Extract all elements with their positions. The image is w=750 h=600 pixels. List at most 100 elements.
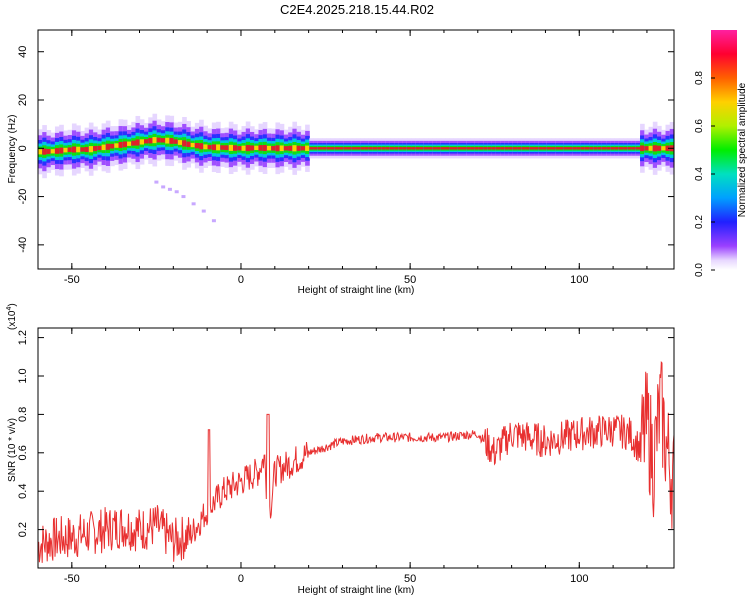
spectrogram-x-ticks: -50 0 50 100 <box>37 30 648 286</box>
snr-y-tick-label: 1.0 <box>17 368 29 383</box>
spectrogram-cell <box>457 147 463 150</box>
spectrogram-cell <box>122 141 128 148</box>
spectrogram-cell <box>262 145 268 152</box>
spectrogram-cell <box>453 147 459 150</box>
spectrogram-frame <box>37 29 675 270</box>
colorbar-tick-label: 0.8 <box>694 71 705 85</box>
snr-panel: -50 0 50 100 0.2 0.4 0.6 0.8 1.0 1.2 Height of s… <box>6 303 675 596</box>
spectrogram-cell <box>661 146 666 151</box>
spectrogram-cell <box>216 144 221 151</box>
spectrogram-cell <box>203 144 208 150</box>
spectrogram-scatter-cell <box>167 187 172 191</box>
spectrogram-cell <box>266 145 272 151</box>
colorbar-tick-label: 0.2 <box>694 215 705 229</box>
spectrogram-cell <box>343 147 348 150</box>
spectrogram-cell <box>283 146 289 151</box>
snr-frame <box>37 327 675 569</box>
snr-y-axis-label: SNR (10 * v/v) <box>7 418 18 482</box>
spectrogram-cell <box>118 141 124 148</box>
spectrogram-cell <box>245 145 251 152</box>
snr-x-tick-label: -50 <box>64 573 80 585</box>
spectrogram-scatter-cell <box>174 190 179 194</box>
spectrogram-cell <box>534 147 539 150</box>
snr-y-multiplier-base: (x10 <box>7 310 18 330</box>
spectrogram-cell <box>487 147 493 150</box>
spectrogram-cell <box>148 138 153 144</box>
spectrogram-cell <box>555 147 560 150</box>
spectrogram-cell <box>644 146 649 151</box>
spectrogram-cell <box>610 147 616 150</box>
spectrogram-cell <box>631 147 637 150</box>
spectrogram-heatmap <box>38 113 675 223</box>
spectrogram-cell <box>173 139 179 144</box>
spectrogram-cell <box>292 145 298 152</box>
spectrogram-cell <box>296 145 302 151</box>
spectrogram-y-tick-label: 20 <box>17 94 29 106</box>
spectrogram-scatter-cell <box>161 185 166 189</box>
spectrogram-cell <box>93 146 98 152</box>
spectrogram-cell <box>478 147 484 150</box>
spectrogram-y-tick-label: -20 <box>17 189 29 205</box>
spectrogram-cell <box>381 147 387 150</box>
spectrogram-cell <box>593 147 599 150</box>
spectrogram-cell <box>652 145 658 152</box>
colorbar: 0.0 0.2 0.4 0.6 0.8 Normalized spectral ampl… <box>694 30 748 277</box>
spectrogram-cell <box>279 145 285 152</box>
snr-y-multiplier-close: ) <box>7 303 18 306</box>
spectrogram-cell <box>517 147 522 150</box>
spectrogram-cell <box>190 142 196 148</box>
spectrogram-cell <box>389 147 395 150</box>
colorbar-gradient <box>711 30 737 270</box>
snr-x-tick-label: 100 <box>570 573 588 585</box>
spectrogram-cell <box>177 140 183 145</box>
spectrogram-cell <box>563 147 569 150</box>
spectrogram-cell <box>500 147 505 150</box>
spectrogram-cell <box>423 147 429 150</box>
spectrogram-cell <box>54 148 60 154</box>
spectrogram-x-axis-label: Height of straight line (km) <box>298 285 415 296</box>
spectrogram-scatter-cell <box>181 195 186 199</box>
spectrogram-cell <box>491 147 497 150</box>
spectrogram-cell <box>110 143 115 149</box>
spectrogram-cell <box>360 147 365 150</box>
spectrogram-cell <box>169 138 175 144</box>
spectrogram-cell <box>50 149 56 154</box>
spectrogram-cell <box>334 147 340 150</box>
spectrogram-cell <box>462 147 467 150</box>
spectrogram-cell <box>76 146 81 153</box>
spectrogram-cell <box>640 145 645 152</box>
spectrogram-cell <box>271 145 276 151</box>
spectrogram-x-tick-label: 100 <box>570 274 588 286</box>
spectrogram-cell <box>38 149 43 155</box>
spectrogram-cell <box>538 147 543 150</box>
spectrogram-cell <box>80 147 86 152</box>
spectrogram-cell <box>224 145 230 151</box>
spectrogram-cell <box>305 145 310 152</box>
spectrogram-scatter-cell <box>154 180 159 184</box>
spectrogram-cell <box>402 147 408 150</box>
spectrogram-cell <box>144 139 149 144</box>
snr-y-tick-label: 1.2 <box>17 330 29 345</box>
spectrogram-cell <box>398 147 404 150</box>
spectrogram-cell <box>207 144 213 150</box>
spectrogram-y-ticks: -40 -20 0 20 40 <box>17 46 674 253</box>
spectrogram-cell <box>470 147 476 150</box>
chart-title: C2E4.2025.218.15.44.R02 <box>280 2 434 17</box>
colorbar-ticks: 0.0 0.2 0.4 0.6 0.8 <box>694 71 715 277</box>
spectrogram-cell <box>330 147 336 150</box>
snr-y-multiplier: (x104) <box>6 303 18 330</box>
spectrogram-cell <box>339 147 344 150</box>
spectrogram-cell <box>606 147 611 150</box>
spectrogram-cell <box>665 145 671 152</box>
spectrogram-cell <box>580 147 586 150</box>
spectrogram-y-tick-label: -40 <box>17 237 29 253</box>
spectrogram-cell <box>648 145 654 151</box>
snr-x-tick-label: 0 <box>238 573 244 585</box>
spectrogram-x-tick-label: -50 <box>64 274 80 286</box>
spectrogram-cell <box>186 141 192 147</box>
spectrogram-cell <box>466 147 471 150</box>
spectrogram-cell <box>525 147 531 150</box>
spectrogram-cell <box>114 143 119 148</box>
spectrogram-cell <box>326 147 331 150</box>
